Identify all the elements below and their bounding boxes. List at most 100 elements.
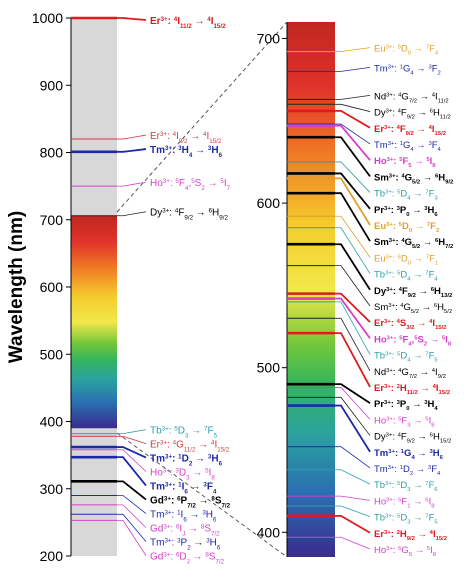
transition-label: Nd3+: 4G7/2 → 4I11/2 xyxy=(374,91,449,104)
transition-label: Tb3+: 5D3 → 7F5 xyxy=(150,425,218,439)
transition-label: Nd3+: 4G7/2 → 4I9/2 xyxy=(374,367,446,380)
transition-label: Tm3+: 1I6 → 3F4 xyxy=(150,481,217,495)
zoom-connector-top xyxy=(116,21,288,213)
left-tick-label: 200 xyxy=(40,548,64,564)
leader-line xyxy=(335,536,371,550)
transition-label: Er3+: 4F9/2 → 4I15/2 xyxy=(374,124,447,137)
leader-line xyxy=(117,456,147,487)
leader-line xyxy=(335,514,371,534)
transition-label: Er3+: 4G11/2 → 4I15/2 xyxy=(150,439,230,453)
leader-line xyxy=(335,265,371,307)
leader-line xyxy=(335,505,371,517)
leader-line xyxy=(117,513,147,542)
leader-line xyxy=(335,387,371,420)
leader-line xyxy=(335,192,371,242)
transition-label: Tm3+: 1G4 → 3F2 xyxy=(374,63,441,76)
transition-label: Tm3+: 3P2 → 3H6 xyxy=(150,537,221,551)
transition-label: Tm3+: 1G4 → 3H6 xyxy=(374,448,444,461)
right-visible-spectrum-bar xyxy=(287,22,335,557)
transition-label: Sm3+: 4G5/2 → 6H7/2 xyxy=(374,237,454,250)
transition-label: Er3+: 2H11/2 → 4I15/2 xyxy=(374,383,451,396)
transition-label: Ho3+: 5F5 → 5I8 xyxy=(374,156,436,169)
leader-line xyxy=(117,495,147,514)
transition-label: Ho3+: 5F4,5S2 → 5I7 xyxy=(150,178,231,192)
transition-label: Tm3+: 1D2 → 3F4 xyxy=(374,464,441,477)
left-tick-label: 600 xyxy=(40,279,64,295)
right-axis-ticks: 700 600 500 400 xyxy=(257,30,287,540)
right-tick-label: 400 xyxy=(257,524,281,540)
leader-line xyxy=(335,446,371,469)
transition-label: Tm3+: 1G4 → 3F4 xyxy=(374,140,442,153)
right-tick-label: 700 xyxy=(257,30,281,46)
leader-line xyxy=(335,103,371,112)
leader-line xyxy=(335,123,371,145)
transition-label: Tm3+: 1D2 → 3H6 xyxy=(150,453,223,467)
leader-line xyxy=(117,148,147,153)
zoom-connector-bottom xyxy=(116,432,288,558)
transition-label: Ho3+: 5F4,5S2 → 5I8 xyxy=(374,334,452,347)
leader-line xyxy=(117,504,147,528)
leader-line xyxy=(117,446,147,459)
transition-label: Er3+: 4I11/2 → 4I15/2 xyxy=(150,16,226,30)
transition-label: Gd3+: 6P7/2 → 8S7/2 xyxy=(150,495,231,509)
right-tick-label: 600 xyxy=(257,195,281,211)
leader-line xyxy=(117,449,147,472)
leader-line xyxy=(335,47,371,53)
transition-label: Tb3+: 5D4 → 7F5 xyxy=(374,351,438,364)
transition-label: Gd3+: 6DJ → 8S7/2 xyxy=(150,551,225,565)
transition-label: Ho3+: 5F1 → 5I8 xyxy=(374,496,435,509)
leader-line xyxy=(335,383,371,404)
leader-line xyxy=(335,136,371,177)
y-axis-label: Wavelength (nm) xyxy=(6,211,27,363)
leader-line xyxy=(335,396,371,436)
left-tick-label: 1000 xyxy=(32,10,63,26)
leader-line xyxy=(335,469,371,485)
transition-label: Dy3+: 4F9/2 → 6H15/2 xyxy=(374,432,451,445)
transition-label: Eu3+: 5D0 → 7F4 xyxy=(374,44,439,57)
leader-line xyxy=(335,243,371,291)
left-visible-spectrum-bar xyxy=(71,215,117,429)
leader-line xyxy=(335,317,371,371)
left-axis-ticks: 1000 900 800 700 600 500 400 300 200 xyxy=(32,10,71,564)
transition-label: Gd3+: 6IJ → 8S7/2 xyxy=(150,523,220,537)
leader-line xyxy=(117,435,147,444)
transition-label: Eu3+: 5D0 → 7F1 xyxy=(374,253,438,266)
leader-line xyxy=(335,215,371,258)
leader-line xyxy=(117,134,147,140)
transition-label: Sm3+: 4G5/2 → 6H5/2 xyxy=(374,302,452,315)
leader-line xyxy=(335,172,371,210)
leader-line xyxy=(117,181,147,187)
leader-line xyxy=(335,301,371,355)
transition-label: Tb3+: 5D3 → 7F5 xyxy=(374,513,438,526)
transition-label: Tb3+: 5D3 → 7F6 xyxy=(374,480,438,493)
leader-line xyxy=(335,297,371,339)
right-tick-label: 500 xyxy=(257,360,281,376)
transition-label: Eu3+: 5D0 → 7F2 xyxy=(374,221,440,234)
transition-label: Ho3+: 5F3 → 5I8 xyxy=(374,415,435,428)
left-emission-lines: Er3+: 4I11/2 → 4I15/2 Er3+: 4I9/2 → 4I15/… xyxy=(71,16,231,565)
leader-line xyxy=(335,227,371,274)
transition-label: Pr3+: 3P0 → 3H6 xyxy=(374,205,438,218)
leader-line xyxy=(117,480,147,501)
leader-line xyxy=(335,66,371,72)
leader-line xyxy=(117,429,147,435)
leader-line xyxy=(335,332,371,388)
leader-line xyxy=(335,109,371,129)
transition-label: Tb3+: 5D4 → 7F4 xyxy=(374,270,438,283)
transition-label: Sm3+: 4G5/2 → 6H9/2 xyxy=(374,172,454,185)
transition-label: Dy3+: 4F9/2 → 6H9/2 xyxy=(150,207,228,221)
transition-label: Tm3+: 3H4 → 3H6 xyxy=(150,145,223,159)
transition-label: Tm3+: 1I6 → 3H6 xyxy=(150,509,217,523)
left-tick-label: 800 xyxy=(40,145,64,161)
left-tick-label: 400 xyxy=(40,414,64,430)
left-tick-label: 500 xyxy=(40,346,64,362)
transition-label: Er3+: 4S3/2 → 4I15/2 xyxy=(374,318,447,331)
right-emission-lines: Eu3+: 5D0 → 7F4 Tm3+: 1G4 → 3F2 Nd3+: 4G7/… xyxy=(287,44,454,558)
leader-line xyxy=(335,161,371,193)
transition-label: Ho3+: 3D3 → 5I8 xyxy=(150,467,215,481)
leader-line xyxy=(335,495,371,501)
transition-label: Ho3+: 5G5 → 5I8 xyxy=(374,545,437,558)
transition-label: Dy3+: 4F9/2 → 6H13/2 xyxy=(374,286,453,299)
